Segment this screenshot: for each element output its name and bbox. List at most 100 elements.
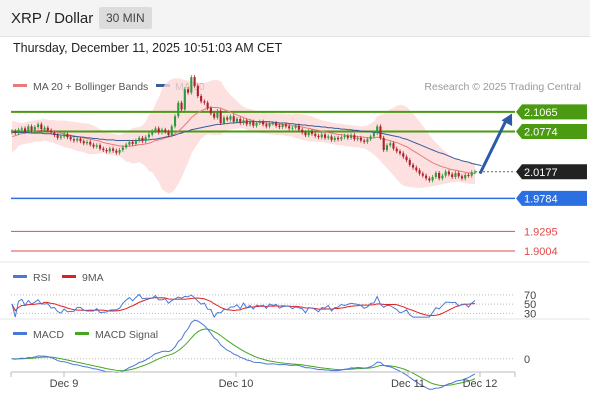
macd-legend-swatch [13, 332, 27, 335]
candle [340, 137, 343, 140]
candle [255, 123, 258, 126]
candle [262, 121, 265, 125]
candle [376, 126, 379, 134]
timestamp: Thursday, December 11, 2025 10:51:03 AM … [13, 41, 283, 55]
candle [248, 121, 252, 125]
candle [144, 137, 147, 142]
candle [46, 127, 49, 131]
candle [366, 139, 369, 142]
candle [317, 135, 320, 138]
candle [382, 137, 385, 150]
candle [147, 134, 150, 138]
candle [314, 133, 317, 136]
macd-line [11, 319, 476, 390]
candle [356, 137, 359, 140]
candle [441, 175, 444, 179]
candle [418, 170, 421, 174]
price-label-minor: 1.9295 [524, 226, 558, 238]
candle [37, 124, 40, 128]
candle [235, 118, 239, 122]
ma50-legend-swatch [156, 84, 170, 87]
x-tick-label: Dec 9 [50, 378, 79, 390]
candle [102, 148, 105, 150]
rsi-ma-legend-label: 9MA [82, 272, 104, 284]
candle [82, 141, 85, 144]
candle [294, 125, 297, 128]
ma20-legend-swatch [13, 84, 27, 87]
candle [288, 126, 291, 129]
candle [85, 141, 89, 144]
interval-button[interactable]: 30 MIN [99, 7, 152, 29]
candle [190, 77, 193, 93]
price-label-support-bg [516, 190, 587, 206]
header-bar: XRP / Dollar 30 MIN [0, 0, 590, 37]
candle [275, 123, 278, 126]
candle [333, 137, 336, 140]
candle [389, 143, 392, 146]
candle [121, 147, 124, 150]
candle [112, 148, 115, 151]
candle [265, 124, 268, 127]
rsi-legend-swatch [13, 275, 27, 278]
ma20-line [11, 106, 476, 175]
candle [385, 145, 389, 150]
candle [434, 172, 437, 177]
candle [451, 174, 454, 177]
candle [222, 117, 225, 123]
candle [284, 124, 287, 127]
candle [105, 150, 108, 152]
candle [464, 174, 467, 179]
candle [79, 138, 82, 142]
candle [470, 172, 473, 176]
rsi-ma-legend-swatch [62, 275, 76, 278]
candle [92, 144, 95, 147]
candle [425, 175, 428, 179]
candle [431, 177, 434, 181]
candle [438, 172, 441, 179]
macd-panel: 0 [11, 319, 530, 390]
candle [125, 144, 128, 148]
rsi-ma-line [11, 297, 476, 317]
candle [131, 141, 134, 144]
candle [473, 171, 477, 173]
price-label-resistance-bg [516, 104, 587, 120]
rsi-legend-label: RSI [33, 272, 51, 284]
candle [350, 135, 353, 138]
rsi-level-label: 50 [524, 299, 536, 311]
candle [229, 116, 232, 120]
candle [53, 132, 56, 136]
candle [115, 150, 118, 153]
candle [337, 137, 340, 140]
candle [304, 132, 307, 136]
candle [320, 134, 323, 138]
candle [252, 121, 255, 126]
x-tick-label: Dec 10 [219, 378, 254, 390]
candle [69, 137, 72, 140]
candle [239, 118, 242, 123]
rsi-level-label: 70 [524, 290, 536, 302]
candle [56, 135, 59, 138]
candle [30, 126, 33, 131]
candle [154, 128, 157, 132]
candle [226, 117, 229, 120]
candle [398, 151, 402, 154]
candle [193, 77, 196, 86]
candle [323, 134, 327, 138]
macd-signal-legend-label: MACD Signal [95, 329, 158, 341]
bollinger-band [12, 78, 475, 194]
projection-arrow-head [501, 113, 513, 127]
candle [138, 137, 141, 141]
price-label-resistance: 2.1065 [524, 107, 558, 119]
candle [310, 131, 314, 134]
rsi-level-label: 30 [524, 308, 536, 320]
candle [353, 135, 356, 140]
candle [278, 125, 281, 128]
candle [209, 108, 212, 114]
price-label-resistance: 2.0774 [524, 127, 558, 139]
x-tick-label: Dec 12 [463, 378, 498, 390]
candle [95, 145, 98, 147]
ma20-legend-label: MA 20 + Bollinger Bands [33, 81, 148, 93]
rsi-line [11, 293, 476, 319]
candle [98, 145, 102, 149]
candle [454, 172, 457, 177]
